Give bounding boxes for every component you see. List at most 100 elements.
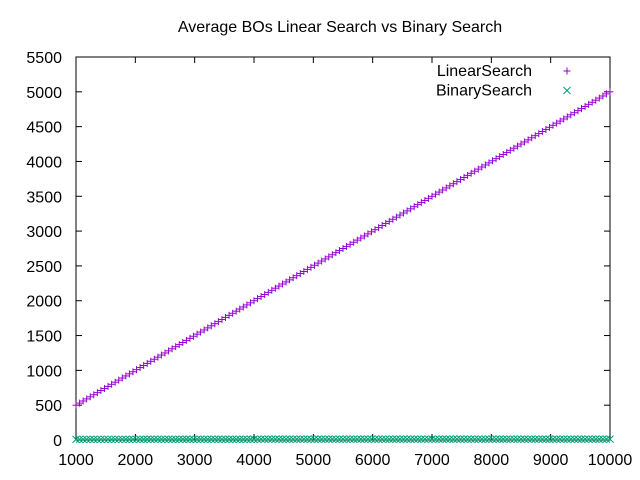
linearsearch-point (97, 387, 105, 395)
linearsearch-point (147, 357, 155, 365)
linearsearch-point (385, 217, 393, 225)
linearsearch-point (578, 105, 586, 113)
binarysearch-point (267, 435, 276, 444)
binarysearch-point (474, 435, 483, 444)
y-tick-label: 500 (35, 398, 62, 415)
binarysearch-point (417, 435, 426, 444)
binarysearch-point (445, 435, 454, 444)
binarysearch-point (385, 435, 394, 444)
linearsearch-point (332, 249, 340, 257)
binarysearch-point (175, 435, 184, 444)
binarysearch-point (278, 435, 287, 444)
binarysearch-point (399, 435, 408, 444)
linearsearch-point (392, 213, 400, 221)
linearsearch-point (282, 278, 290, 286)
binarysearch-point (552, 435, 561, 443)
linearsearch-point (378, 222, 386, 230)
linearsearch-point (72, 401, 80, 409)
linearsearch-point (449, 180, 457, 188)
binarysearch-point (374, 435, 383, 444)
linearsearch-point (492, 155, 500, 163)
linearsearch-point (414, 201, 422, 209)
linearsearch-point (133, 366, 141, 374)
binarysearch-point (100, 435, 109, 444)
binarysearch-point (460, 435, 468, 444)
binarysearch-point (424, 435, 433, 444)
linearsearch-point (453, 178, 461, 186)
linearsearch-point (154, 353, 162, 361)
linearsearch-point (585, 100, 593, 108)
binarysearch-point (307, 435, 315, 444)
binarysearch-point (485, 435, 493, 444)
binarysearch-point (107, 435, 116, 444)
linearsearch-point (264, 288, 272, 296)
linearsearch-point (157, 351, 165, 359)
linearsearch-point (296, 270, 304, 278)
linearsearch-point (360, 232, 368, 240)
binarysearch-point (303, 435, 312, 444)
linearsearch-point (207, 322, 215, 330)
binarysearch-point (470, 435, 479, 444)
linearsearch-point (428, 192, 436, 200)
binarysearch-point (463, 435, 472, 444)
binarysearch-point (499, 435, 508, 443)
linearsearch-point (489, 157, 497, 165)
binarysearch-point (492, 435, 500, 444)
binarysearch-point (392, 435, 401, 444)
linearsearch-point (353, 236, 361, 244)
binarysearch-point (453, 435, 461, 444)
binarysearch-point (161, 435, 169, 444)
linearsearch-point (535, 130, 543, 138)
binarysearch-point (186, 435, 194, 444)
linearsearch-point (143, 359, 151, 367)
binarysearch-point (506, 435, 515, 443)
x-tick-label: 9000 (533, 452, 569, 469)
linearsearch-point (364, 230, 372, 238)
binarysearch-point (367, 435, 376, 444)
binarysearch-point (75, 435, 84, 444)
x-tick-label: 2000 (118, 452, 154, 469)
x-tick-label: 7000 (414, 452, 450, 469)
linearsearch-point (606, 88, 614, 96)
linearsearch-point (513, 142, 521, 150)
linearsearch-point (553, 119, 561, 127)
linearsearch-point (111, 378, 119, 386)
binarysearch-point (527, 435, 536, 443)
linearsearch-point (343, 242, 351, 250)
linearsearch-point (307, 263, 315, 271)
legend-label-binarysearch: BinarySearch (436, 83, 532, 100)
binarysearch-point (200, 435, 209, 444)
linearsearch-point (90, 391, 98, 399)
binarysearch-point (346, 435, 354, 444)
binarysearch-point (214, 435, 223, 444)
binarysearch-point (510, 435, 518, 443)
linearsearch-point (421, 196, 429, 204)
linearsearch-point (197, 328, 205, 336)
binarysearch-point (168, 435, 176, 444)
linearsearch-point (150, 355, 158, 363)
chart-title: Average BOs Linear Search vs Binary Sear… (178, 19, 502, 36)
legend-marker-linearsearch (563, 67, 571, 75)
binarysearch-point (381, 435, 390, 444)
x-tick-label: 1000 (58, 452, 94, 469)
binarysearch-point (129, 435, 137, 444)
linearsearch-point (254, 295, 262, 303)
binarysearch-point (154, 435, 162, 444)
binarysearch-point (549, 435, 557, 443)
linearsearch-point (528, 134, 536, 142)
binarysearch-point (314, 435, 322, 444)
linearsearch-point (125, 370, 133, 378)
binarysearch-point (588, 435, 597, 443)
linearsearch-point (214, 318, 222, 326)
linearsearch-point (79, 397, 87, 405)
linearsearch-point (250, 297, 258, 305)
binarysearch-point (296, 435, 305, 444)
binarysearch-point (599, 435, 607, 443)
binarysearch-point (428, 435, 436, 444)
linearsearch-point (467, 169, 475, 177)
linearsearch-point (435, 188, 443, 196)
binarysearch-point (114, 435, 123, 444)
linearsearch-point (478, 163, 486, 171)
